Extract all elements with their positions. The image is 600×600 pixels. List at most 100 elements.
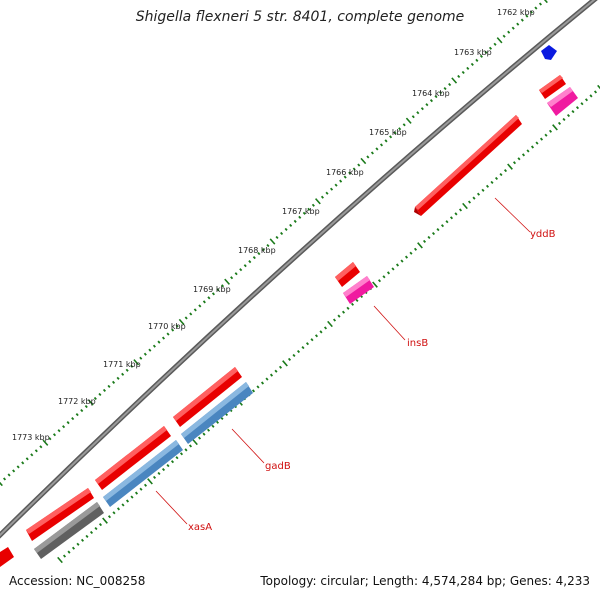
inner-tick-12 xyxy=(112,511,116,515)
outer-tick-114 xyxy=(516,22,520,26)
outer-tick-10 xyxy=(42,439,49,446)
outer-tick-62 xyxy=(280,231,284,236)
inner-tick-86 xyxy=(445,220,449,224)
outer-tick-46 xyxy=(207,296,211,300)
outer-tick-49 xyxy=(221,284,225,288)
outer-tick-76 xyxy=(343,175,347,179)
outer-tick-71 xyxy=(320,195,324,199)
inner-tick-77 xyxy=(404,255,409,259)
cds-feature-gadB[interactable] xyxy=(181,382,253,444)
outer-tick-37 xyxy=(166,332,170,336)
outer-tick-6 xyxy=(25,457,29,461)
outer-tick-65 xyxy=(293,219,297,223)
outer-tick-108 xyxy=(488,46,493,50)
outer-tick-32 xyxy=(143,352,147,356)
inner-tick-43 xyxy=(251,389,256,393)
cds-feature-yddB[interactable] xyxy=(414,115,522,216)
outer-tick-20 xyxy=(87,399,94,406)
outer-tick-61 xyxy=(275,235,279,240)
outer-tick-97 xyxy=(439,91,443,95)
cds-feature-xasA[interactable] xyxy=(103,440,183,507)
inner-tick-3 xyxy=(71,546,76,550)
inner-tick-88 xyxy=(454,212,458,216)
inner-tick-26 xyxy=(175,456,179,460)
outer-tick-38 xyxy=(171,328,175,332)
gene-label-insB[interactable]: insB xyxy=(407,338,428,349)
leader-insB xyxy=(373,305,406,341)
outer-tick-25 xyxy=(112,380,116,384)
outer-tick-42 xyxy=(189,312,193,316)
outer-tick-68 xyxy=(307,207,311,211)
leader-xasA xyxy=(155,490,188,525)
outer-tick-118 xyxy=(534,6,538,10)
outer-tick-111 xyxy=(502,34,506,38)
inner-tick-116 xyxy=(580,102,584,106)
inner-tick-31 xyxy=(197,436,202,440)
cds-feature-insB[interactable] xyxy=(343,276,374,304)
inner-tick-46 xyxy=(265,377,269,381)
cds-feature-red-lower-1[interactable] xyxy=(173,367,242,427)
inner-tick-7 xyxy=(89,530,94,535)
cds-feature-navy[interactable] xyxy=(541,45,557,60)
inner-tick-78 xyxy=(409,251,413,255)
outer-tick-51 xyxy=(230,276,234,280)
inner-tick-119 xyxy=(593,90,598,94)
outer-tick-36 xyxy=(161,336,166,340)
outer-tick-28 xyxy=(125,368,129,372)
outer-tick-9 xyxy=(39,445,43,449)
inner-tick-1 xyxy=(62,554,67,558)
outer-tick-53 xyxy=(239,268,243,272)
inner-tick-22 xyxy=(157,471,161,476)
inner-tick-49 xyxy=(278,365,283,369)
inner-tick-61 xyxy=(332,318,337,322)
outer-tick-95 xyxy=(429,99,433,103)
outer-tick-93 xyxy=(420,107,424,111)
cds-feature-pink-upper[interactable] xyxy=(547,87,578,116)
inner-tick-25 xyxy=(170,460,175,464)
outer-tick-26 xyxy=(116,376,120,380)
inner-tick-27 xyxy=(179,452,184,456)
inner-tick-95 xyxy=(485,184,490,188)
cds-feature-red-mid[interactable] xyxy=(335,262,360,287)
genome-backbone-highlight xyxy=(0,0,596,537)
outer-tick-64 xyxy=(289,223,293,227)
inner-tick-32 xyxy=(202,432,206,436)
outer-tick-19 xyxy=(84,404,88,409)
cds-feature-upper-1[interactable] xyxy=(539,75,566,99)
inner-tick-120 xyxy=(597,84,600,90)
gene-label-gadB[interactable]: gadB xyxy=(265,461,291,472)
outer-tick-12 xyxy=(52,433,57,437)
cds-feature-red-lower-3[interactable] xyxy=(26,488,94,541)
inner-tick-57 xyxy=(314,334,319,338)
outer-tick-96 xyxy=(434,95,438,99)
gene-label-yddB[interactable]: yddB xyxy=(530,229,556,240)
inner-tick-104 xyxy=(526,149,530,153)
inner-tick-19 xyxy=(143,483,148,487)
inner-tick-33 xyxy=(206,428,211,432)
outer-tick-120 xyxy=(543,0,548,4)
outer-tick-101 xyxy=(457,74,461,79)
outer-tick-0 xyxy=(0,481,3,487)
outer-tick-30 xyxy=(133,359,140,366)
inner-tick-51 xyxy=(287,357,292,361)
cds-feature-gray[interactable] xyxy=(34,502,104,559)
outer-tick-23 xyxy=(102,388,106,392)
outer-tick-5 xyxy=(21,461,25,465)
outer-tick-113 xyxy=(511,26,515,30)
inner-tick-28 xyxy=(184,448,188,452)
outer-tick-63 xyxy=(284,227,288,231)
gene-label-xasA[interactable]: xasA xyxy=(188,522,212,533)
inner-tick-85 xyxy=(440,224,445,228)
inner-tick-72 xyxy=(382,275,386,279)
inner-tick-14 xyxy=(121,503,125,507)
inner-tick-65 xyxy=(350,302,355,306)
outer-tick-17 xyxy=(75,413,79,417)
outer-tick-33 xyxy=(148,348,152,352)
cds-feature-red-edge[interactable] xyxy=(0,547,14,567)
inner-tick-60 xyxy=(327,320,333,328)
cds-feature-red-lower-2[interactable] xyxy=(95,426,171,490)
inner-tick-73 xyxy=(386,271,391,275)
inner-tick-91 xyxy=(467,200,472,204)
inner-tick-106 xyxy=(535,141,539,145)
outer-tick-58 xyxy=(261,247,265,252)
